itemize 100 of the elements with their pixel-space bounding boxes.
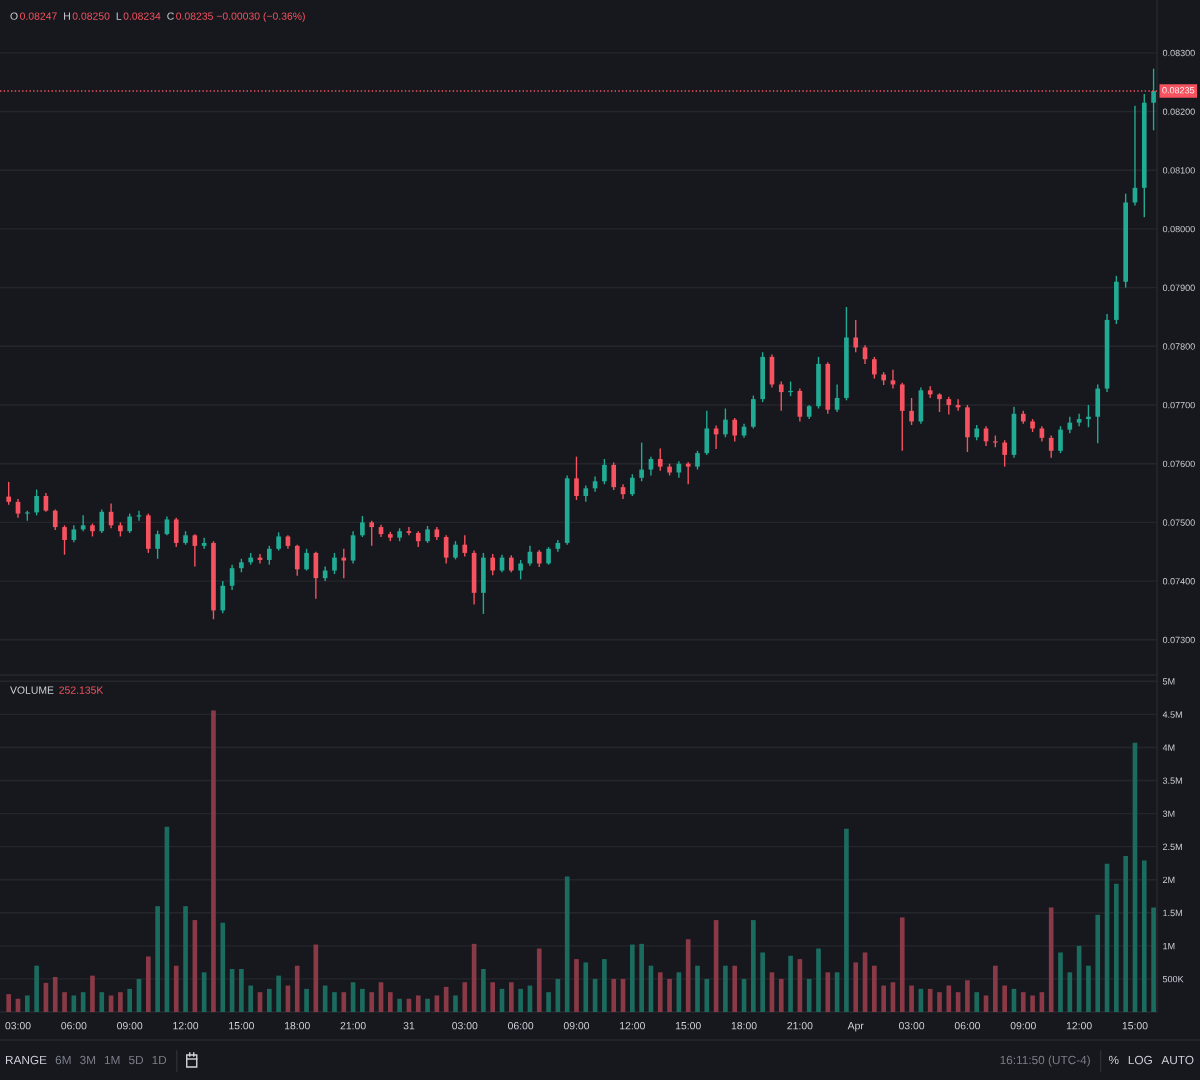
candlestick — [853, 319, 859, 353]
candlestick — [173, 517, 179, 548]
bar — [993, 965, 998, 1012]
y-tick-label: 0.07600 — [1162, 460, 1195, 468]
candlestick — [294, 544, 300, 577]
y-tick-label: 0.08300 — [1162, 49, 1195, 57]
y-tick-label: 0.07800 — [1162, 343, 1195, 350]
bar — [127, 988, 133, 1012]
bar — [639, 943, 644, 1012]
candlestick — [490, 553, 496, 576]
annotation: 252.135K — [59, 686, 104, 694]
x-tick-label: 09:00 — [563, 1022, 590, 1030]
candlestick — [360, 515, 365, 538]
text: 16:11:50 (UTC-4) — [1000, 1055, 1090, 1067]
bar — [974, 992, 980, 1012]
bar — [536, 948, 542, 1012]
bar — [574, 959, 579, 1012]
text: 1D — [152, 1055, 167, 1065]
x-tick-label: 18:00 — [731, 1022, 757, 1030]
text: % — [1108, 1055, 1119, 1065]
x-tick-label: 03:00 — [898, 1022, 925, 1030]
bar — [481, 969, 486, 1012]
y-tick-label: 500K — [1162, 975, 1184, 983]
text: 5D — [128, 1055, 144, 1065]
bar — [760, 952, 765, 1012]
bar — [602, 959, 607, 1012]
bar — [425, 998, 430, 1012]
bar — [24, 995, 30, 1012]
bar — [1058, 952, 1063, 1012]
annotation: C — [167, 12, 174, 20]
candlestick — [937, 392, 942, 413]
candlestick — [732, 417, 738, 443]
x-tick-label: 15:00 — [1122, 1022, 1148, 1030]
candlestick — [266, 545, 272, 566]
text: RANGE — [5, 1055, 47, 1065]
candlestick — [99, 508, 105, 534]
x-tick-label: 06:00 — [61, 1022, 87, 1030]
bar — [1030, 995, 1035, 1012]
candlestick — [778, 380, 784, 412]
candlestick — [602, 458, 607, 485]
bar — [266, 988, 272, 1012]
bar — [90, 975, 95, 1012]
candlestick — [304, 548, 309, 572]
bar — [806, 978, 812, 1012]
y-tick-label: 1M — [1163, 942, 1175, 950]
bar — [1095, 914, 1101, 1012]
bar — [155, 906, 160, 1012]
annotation: 0.08235 −0.00030 (−0.36%) — [176, 12, 305, 22]
bar — [34, 965, 39, 1012]
y-tick-label: 0.08100 — [1162, 167, 1195, 174]
bar — [965, 980, 970, 1012]
candlestick — [52, 508, 58, 531]
x-tick-label: 12:00 — [1066, 1022, 1092, 1030]
y-tick-label: 0.07900 — [1162, 284, 1195, 291]
y-tick-label: 0.07400 — [1162, 578, 1195, 585]
candlestick — [136, 509, 142, 522]
bar — [294, 965, 300, 1012]
ref-line-label: 0.08235 — [1162, 87, 1195, 94]
candlestick — [1058, 425, 1063, 454]
y-tick-label: 0.07300 — [1162, 636, 1195, 644]
bar — [630, 944, 635, 1012]
x-tick-label: 12:00 — [173, 1022, 199, 1030]
candlestick — [127, 512, 133, 534]
candlestick — [34, 488, 39, 517]
candlestick — [630, 473, 635, 497]
candlestick — [648, 455, 654, 477]
candlestick — [462, 534, 468, 558]
candlestick — [332, 552, 337, 575]
bar — [899, 917, 905, 1012]
bar — [611, 978, 617, 1012]
bar — [844, 828, 849, 1012]
candlestick — [872, 356, 877, 380]
y-tick-label: 0.08200 — [1162, 108, 1195, 115]
annotation: 0.08250 — [72, 12, 110, 20]
bar — [1123, 855, 1128, 1012]
candlestick — [1048, 434, 1054, 459]
x-tick-label: 31 — [403, 1022, 415, 1030]
bar — [667, 978, 672, 1012]
x-tick-label: 09:00 — [1010, 1022, 1036, 1030]
annotation: H — [64, 12, 70, 20]
bar — [583, 962, 589, 1012]
bar — [462, 982, 468, 1012]
bar — [1002, 985, 1007, 1012]
bar — [369, 992, 375, 1012]
bar — [872, 965, 877, 1012]
y-tick-label: 3M — [1162, 810, 1175, 817]
bar — [778, 978, 784, 1012]
bar — [415, 995, 421, 1012]
bar — [685, 939, 691, 1012]
candlestick — [369, 519, 375, 547]
candlestick — [62, 524, 67, 556]
bar — [1086, 965, 1091, 1012]
bar — [387, 992, 393, 1012]
bar — [145, 956, 151, 1012]
text: LOG — [1128, 1055, 1152, 1065]
bar — [276, 975, 281, 1012]
bar — [937, 992, 942, 1012]
bar — [52, 976, 58, 1012]
x-tick-label: Apr — [847, 1022, 864, 1032]
annotation: 0.08247 — [20, 12, 57, 20]
